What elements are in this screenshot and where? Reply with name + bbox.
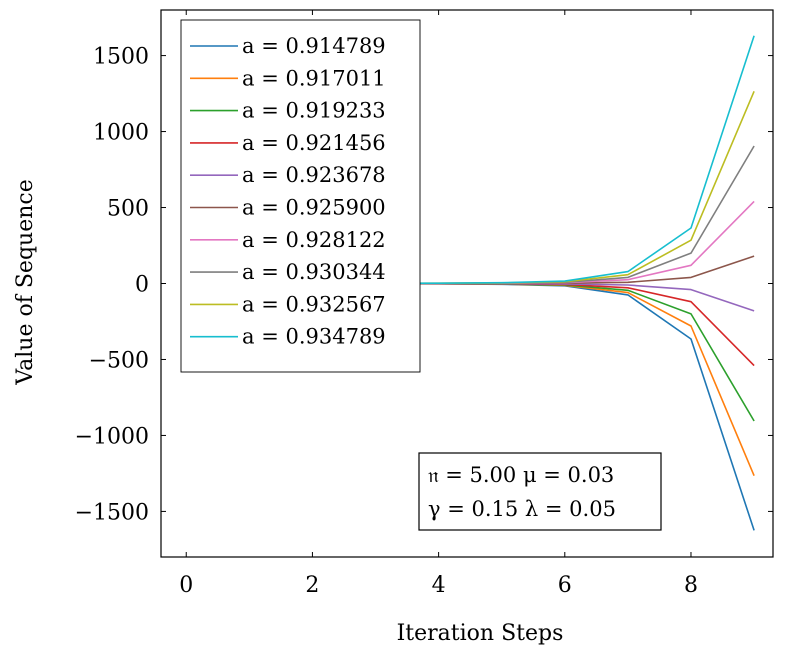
legend-label: a = 0.928122 xyxy=(242,228,386,252)
annotation-line-2: γ = 0.15 λ = 0.05 xyxy=(428,497,616,521)
x-tick-label: 8 xyxy=(684,573,698,598)
legend-label: a = 0.917011 xyxy=(242,66,386,90)
y-tick-label: 0 xyxy=(135,273,149,298)
y-axis-title: Value of Sequence xyxy=(13,179,38,385)
y-tick-label: −1000 xyxy=(75,424,149,449)
legend-label: a = 0.932567 xyxy=(242,292,386,316)
y-tick-label: 500 xyxy=(107,197,149,222)
x-tick-label: 6 xyxy=(558,573,572,598)
x-tick-label: 4 xyxy=(432,573,446,598)
legend-label: a = 0.919233 xyxy=(242,99,386,123)
annotation-box xyxy=(418,452,662,531)
legend-label: a = 0.934789 xyxy=(242,325,386,349)
legend-label: a = 0.921456 xyxy=(242,131,386,155)
annotation-line-1: 𝔫 = 5.00 μ = 0.03 xyxy=(428,463,614,487)
y-tick-label: −500 xyxy=(89,348,149,373)
legend-label: a = 0.930344 xyxy=(242,260,386,284)
y-tick-label: 1000 xyxy=(93,121,149,146)
parameter-annotation: 𝔫 = 5.00 μ = 0.03 γ = 0.15 λ = 0.05 xyxy=(418,452,662,531)
legend-items: a = 0.914789 a = 0.917011 a = 0.919233 a = … xyxy=(190,34,386,349)
axis-ticks: 0 2 4 6 8 −1500 −1000 −500 0 500 1000 1500 xyxy=(75,10,773,598)
legend-label: a = 0.925900 xyxy=(242,196,386,220)
y-tick-label: −1500 xyxy=(75,500,149,525)
x-tick-label: 2 xyxy=(305,573,319,598)
y-tick-label: 1500 xyxy=(93,45,149,70)
x-axis-title: Iteration Steps xyxy=(397,621,564,646)
legend-label: a = 0.914789 xyxy=(242,34,386,58)
legend: a = 0.914789 a = 0.917011 a = 0.919233 a = … xyxy=(180,19,421,373)
x-tick-label: 0 xyxy=(179,573,193,598)
legend-label: a = 0.923678 xyxy=(242,163,386,187)
